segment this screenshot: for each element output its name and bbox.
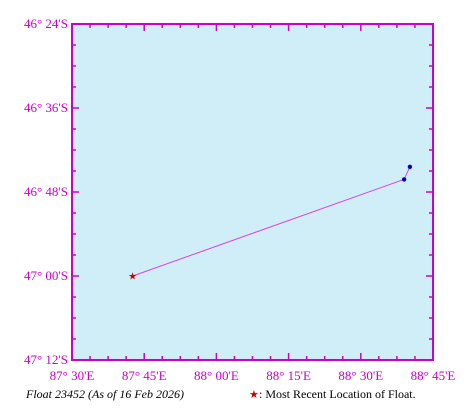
longitude-label: 88° 45'E xyxy=(411,368,456,383)
longitude-label: 88° 30'E xyxy=(338,368,383,383)
latitude-label: 46° 48'S xyxy=(24,184,68,199)
most-recent-location-star-icon: ★ xyxy=(128,272,137,283)
longitude-label: 87° 30'E xyxy=(50,368,95,383)
longitude-label: 88° 15'E xyxy=(266,368,311,383)
longitude-labels: 87° 30'E 87° 45'E 88° 00'E 88° 15'E 88° 30'E… xyxy=(50,368,456,383)
recent-location-legend-text: : Most Recent Location of Float. xyxy=(259,387,416,401)
float-location-point xyxy=(401,177,407,182)
latitude-label: 46° 24'S xyxy=(24,16,68,31)
float-track: ★ xyxy=(128,164,413,283)
recent-location-legend-icon: ★ xyxy=(249,389,259,401)
axis-ticks xyxy=(71,23,434,361)
latitude-label: 46° 36'S xyxy=(24,100,68,115)
longitude-label: 87° 45'E xyxy=(122,368,167,383)
latitude-labels: 46° 24'S 46° 36'S 46° 48'S 47° 00'S 47° 12'S xyxy=(24,16,68,367)
latitude-label: 47° 12'S xyxy=(24,352,68,367)
longitude-label: 88° 00'E xyxy=(194,368,239,383)
latitude-label: 47° 00'S xyxy=(24,268,68,283)
float-caption: Float 23452 (As of 16 Feb 2026) xyxy=(25,387,184,401)
ocean-plot-area xyxy=(71,23,434,361)
float-location-point xyxy=(407,164,413,169)
